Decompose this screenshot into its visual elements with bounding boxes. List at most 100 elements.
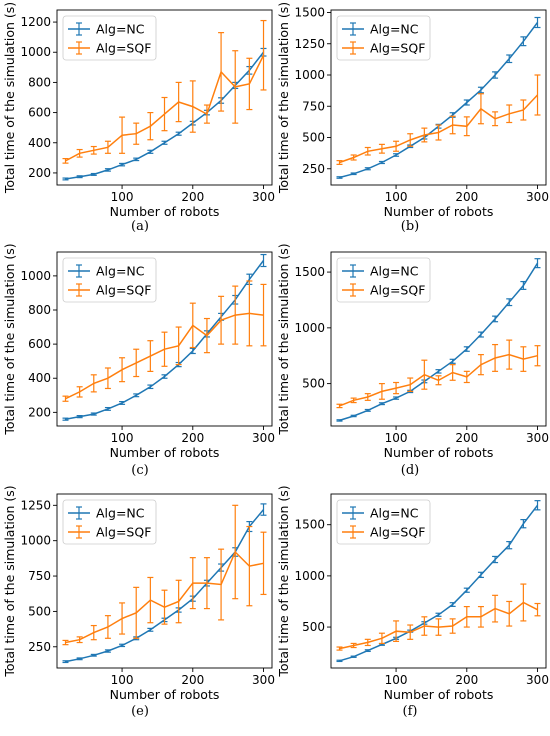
legend-entry: Alg=SQF bbox=[342, 525, 425, 540]
series-line bbox=[339, 262, 539, 422]
legend-label: Alg=SQF bbox=[370, 283, 425, 298]
y-axis-label: Total time of the simulation (s) bbox=[276, 243, 291, 435]
y-tick-label: 200 bbox=[28, 405, 51, 419]
legend-entry: Alg=NC bbox=[342, 506, 419, 521]
y-tick-label: 500 bbox=[302, 377, 325, 391]
legend-box bbox=[336, 15, 431, 61]
x-axis-label: Number of robots bbox=[110, 687, 220, 702]
x-axis-label: Number of robots bbox=[110, 445, 220, 460]
legend-box bbox=[62, 257, 157, 303]
legend-label: Alg=NC bbox=[370, 264, 419, 279]
legend: Alg=NC Alg=SQF bbox=[336, 499, 431, 545]
legend-entry: Alg=NC bbox=[342, 22, 419, 37]
x-tick-label: 100 bbox=[111, 190, 134, 204]
x-tick-label: 300 bbox=[252, 190, 275, 204]
legend-label: Alg=NC bbox=[96, 264, 145, 279]
x-tick-label: 200 bbox=[181, 190, 204, 204]
y-axis-label: Total time of the simulation (s) bbox=[276, 2, 291, 194]
x-tick-label: 200 bbox=[455, 673, 478, 687]
y-tick-label: 1000 bbox=[294, 569, 325, 583]
x-tick-label: 100 bbox=[385, 190, 408, 204]
panel-caption: (e) bbox=[131, 704, 149, 719]
x-tick-label: 200 bbox=[181, 673, 204, 687]
y-tick-label: 1200 bbox=[20, 15, 51, 29]
legend-label: Alg=NC bbox=[96, 506, 145, 521]
legend: Alg=NC Alg=SQF bbox=[336, 257, 431, 303]
legend-box bbox=[336, 257, 431, 303]
y-tick-label: 750 bbox=[28, 569, 51, 583]
legend: Alg=NC Alg=SQF bbox=[62, 15, 157, 61]
series-line bbox=[339, 94, 539, 164]
x-tick-label: 200 bbox=[455, 431, 478, 445]
x-tick-label: 300 bbox=[252, 431, 275, 445]
panel-caption: (a) bbox=[131, 219, 149, 234]
x-tick-label: 100 bbox=[385, 431, 408, 445]
legend-entry: Alg=NC bbox=[68, 22, 145, 37]
series-line bbox=[65, 550, 264, 644]
y-tick-label: 250 bbox=[302, 162, 325, 176]
y-tick-label: 400 bbox=[28, 136, 51, 150]
series-alg-sqf bbox=[336, 339, 541, 409]
panel-caption: (f) bbox=[403, 704, 418, 719]
legend-label: Alg=NC bbox=[370, 506, 419, 521]
panel-caption: (c) bbox=[131, 463, 148, 478]
series-line bbox=[65, 54, 265, 162]
series-line bbox=[339, 353, 538, 407]
y-tick-label: 800 bbox=[28, 303, 51, 317]
legend-entry: Alg=SQF bbox=[342, 41, 425, 56]
y-tick-label: 1250 bbox=[294, 37, 325, 51]
legend-box bbox=[62, 499, 157, 545]
y-tick-label: 1500 bbox=[294, 518, 325, 532]
x-axis-label: Number of robots bbox=[384, 445, 494, 460]
legend-entry: Alg=SQF bbox=[68, 525, 151, 540]
x-tick-label: 300 bbox=[526, 190, 549, 204]
y-tick-label: 800 bbox=[28, 75, 51, 89]
y-tick-label: 600 bbox=[28, 337, 51, 351]
x-axis-label: Number of robots bbox=[110, 204, 220, 219]
chart-panel-a: 100 200 300 200 400 600 800 1000 1200 Number of r… bbox=[2, 2, 275, 234]
y-tick-label: 250 bbox=[28, 640, 51, 654]
chart-panel-d: 100 200 300 500 1000 1500 Number of robots Tota… bbox=[276, 243, 549, 478]
y-axis-label: Total time of the simulation (s) bbox=[2, 2, 17, 194]
x-tick-label: 100 bbox=[111, 431, 134, 445]
y-tick-label: 1500 bbox=[294, 6, 325, 20]
y-tick-label: 1000 bbox=[20, 269, 51, 283]
series-line bbox=[65, 51, 265, 180]
legend-label: Alg=SQF bbox=[370, 41, 425, 56]
y-tick-label: 500 bbox=[302, 131, 325, 145]
series-line bbox=[65, 312, 264, 400]
x-axis-label: Number of robots bbox=[384, 204, 494, 219]
y-tick-label: 200 bbox=[28, 166, 51, 180]
legend-label: Alg=SQF bbox=[96, 525, 151, 540]
legend-entry: Alg=NC bbox=[68, 264, 145, 279]
legend: Alg=NC Alg=SQF bbox=[336, 15, 431, 61]
legend-entry: Alg=SQF bbox=[68, 283, 151, 298]
y-tick-label: 1000 bbox=[20, 534, 51, 548]
legend-label: Alg=SQF bbox=[96, 283, 151, 298]
y-tick-label: 1000 bbox=[294, 321, 325, 335]
y-tick-label: 750 bbox=[302, 99, 325, 113]
x-tick-label: 100 bbox=[111, 673, 134, 687]
panel-caption: (b) bbox=[401, 219, 419, 234]
x-tick-label: 200 bbox=[181, 431, 204, 445]
series-line bbox=[339, 601, 538, 650]
x-tick-label: 100 bbox=[385, 673, 408, 687]
legend-entry: Alg=SQF bbox=[68, 41, 151, 56]
legend: Alg=NC Alg=SQF bbox=[62, 257, 157, 303]
legend-entry: Alg=SQF bbox=[342, 283, 425, 298]
chart-panel-c: 100 200 300 200 400 600 800 1000 Number of robot… bbox=[2, 243, 275, 478]
legend-entry: Alg=NC bbox=[68, 506, 145, 521]
legend-entry: Alg=NC bbox=[342, 264, 419, 279]
x-axis-label: Number of robots bbox=[384, 687, 494, 702]
legend-box bbox=[336, 499, 431, 545]
series-alg-nc bbox=[336, 16, 541, 179]
series-alg-sqf bbox=[62, 504, 267, 646]
series-alg-sqf bbox=[62, 280, 267, 402]
y-tick-label: 500 bbox=[302, 620, 325, 634]
legend-label: Alg=SQF bbox=[370, 525, 425, 540]
series-line bbox=[65, 260, 265, 420]
legend-label: Alg=NC bbox=[96, 22, 145, 37]
y-axis-label: Total time of the simulation (s) bbox=[2, 243, 17, 435]
series-alg-sqf bbox=[62, 19, 267, 164]
